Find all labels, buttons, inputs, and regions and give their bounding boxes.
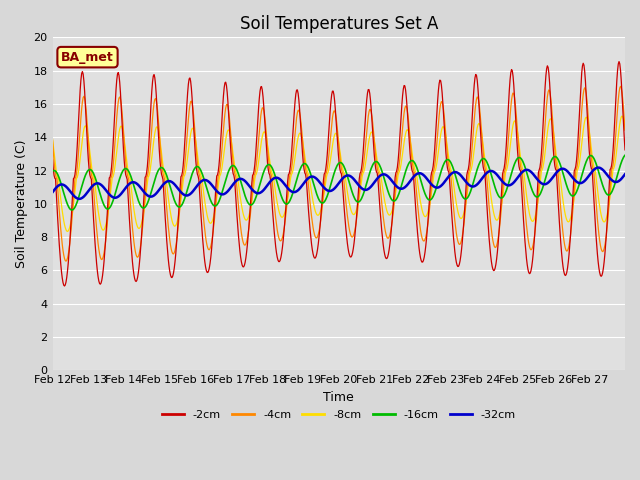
Title: Soil Temperatures Set A: Soil Temperatures Set A <box>239 15 438 33</box>
Legend: -2cm, -4cm, -8cm, -16cm, -32cm: -2cm, -4cm, -8cm, -16cm, -32cm <box>157 406 520 425</box>
Y-axis label: Soil Temperature (C): Soil Temperature (C) <box>15 140 28 268</box>
Text: BA_met: BA_met <box>61 51 114 64</box>
X-axis label: Time: Time <box>323 391 354 404</box>
